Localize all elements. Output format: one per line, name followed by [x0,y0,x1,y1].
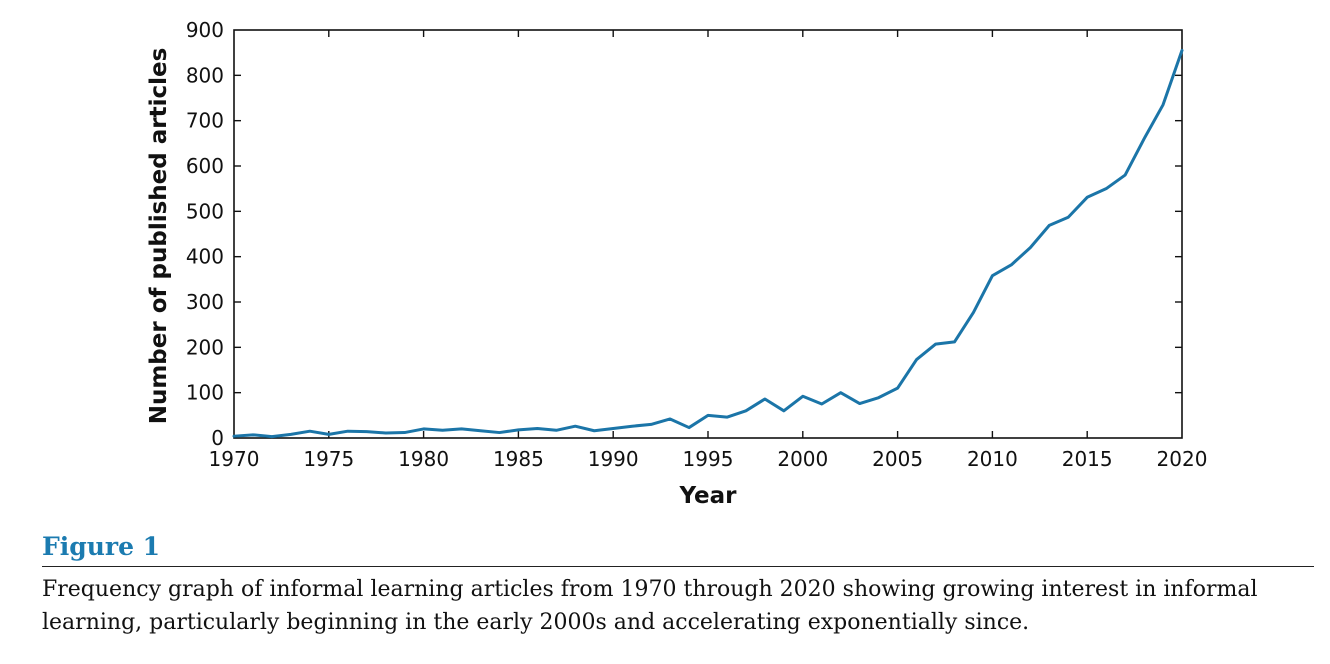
x-tick-label: 2005 [872,447,923,471]
x-tick-label: 1985 [493,447,544,471]
caption-text: Frequency graph of informal learning art… [42,577,1258,635]
y-tick-label: 800 [186,63,224,87]
x-tick-label: 2020 [1157,447,1208,471]
y-axis-title: Number of published articles [146,48,172,425]
figure-label: Figure 1 [42,532,1314,567]
x-tick-label: 2000 [777,447,828,471]
plot-frame [233,29,1183,439]
y-tick-label: 300 [186,290,224,314]
x-tick-label: 2010 [967,447,1018,471]
y-tick-label: 200 [186,335,224,359]
series-line [232,48,1184,439]
y-tick-label: 600 [186,154,224,178]
y-tick-label: 700 [186,109,224,133]
x-axis-title: Year [678,483,737,509]
x-tick-label: 1995 [683,447,734,471]
y-tick-label: 500 [186,199,224,223]
x-tick-label: 1980 [398,447,449,471]
x-tick-label: 1990 [588,447,639,471]
x-tick-label: 2015 [1062,447,1113,471]
plot-area: 1970 1975 1980 1985 1990 1995 2000 2005 2010 2015… [186,18,1208,471]
line-chart: 1970 1975 1980 1985 1990 1995 2000 2005 2010 2015… [146,18,1208,509]
x-tick-label: 1970 [209,447,260,471]
y-tick-label: 100 [186,381,224,405]
x-tick-label: 1975 [303,447,354,471]
y-tick-label: 900 [186,18,224,42]
figure-caption: Figure 1 Frequency graph of informal lea… [42,532,1314,639]
y-tick-label: 400 [186,245,224,269]
y-tick-label: 0 [211,426,224,450]
